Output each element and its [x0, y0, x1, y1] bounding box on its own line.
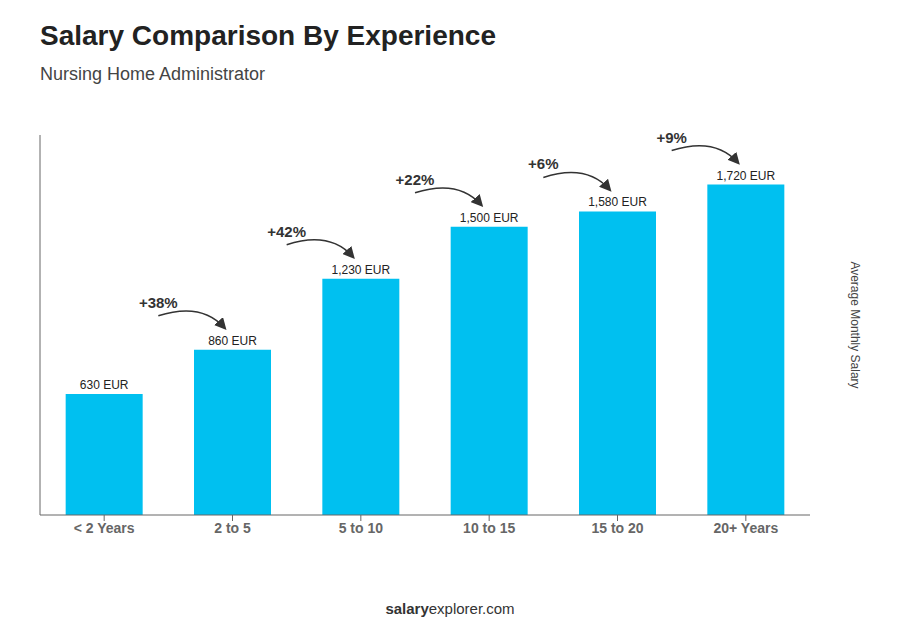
svg-text:20+ Years: 20+ Years — [713, 520, 778, 536]
svg-text:5 to 10: 5 to 10 — [339, 520, 384, 536]
svg-text:2 to 5: 2 to 5 — [214, 520, 251, 536]
svg-text:1,230 EUR: 1,230 EUR — [331, 263, 390, 277]
svg-text:+38%: +38% — [139, 294, 178, 311]
svg-text:1,580 EUR: 1,580 EUR — [588, 195, 647, 209]
svg-text:630 EUR: 630 EUR — [80, 378, 129, 392]
svg-text:1,720 EUR: 1,720 EUR — [716, 169, 775, 183]
svg-text:+42%: +42% — [267, 223, 306, 240]
svg-text:860 EUR: 860 EUR — [208, 334, 257, 348]
svg-text:15 to 20: 15 to 20 — [591, 520, 643, 536]
svg-text:< 2 Years: < 2 Years — [74, 520, 135, 536]
svg-text:+22%: +22% — [396, 171, 435, 188]
svg-text:+6%: +6% — [528, 155, 558, 172]
html-text:salary explorer.com: salary explorer.com — [385, 600, 515, 617]
html-text:Average Monthly Salary: Average Monthly Salary — [848, 261, 862, 389]
svg-text:10 to 15: 10 to 15 — [463, 520, 515, 536]
svg-text:1,500 EUR: 1,500 EUR — [460, 211, 519, 225]
html-text:Nursing Home Administrator: Nursing Home Administrator — [40, 64, 266, 84]
html-text:Salary Comparison By Experienc: Salary Comparison By Experience — [40, 20, 496, 51]
svg-text:+9%: +9% — [656, 129, 686, 146]
